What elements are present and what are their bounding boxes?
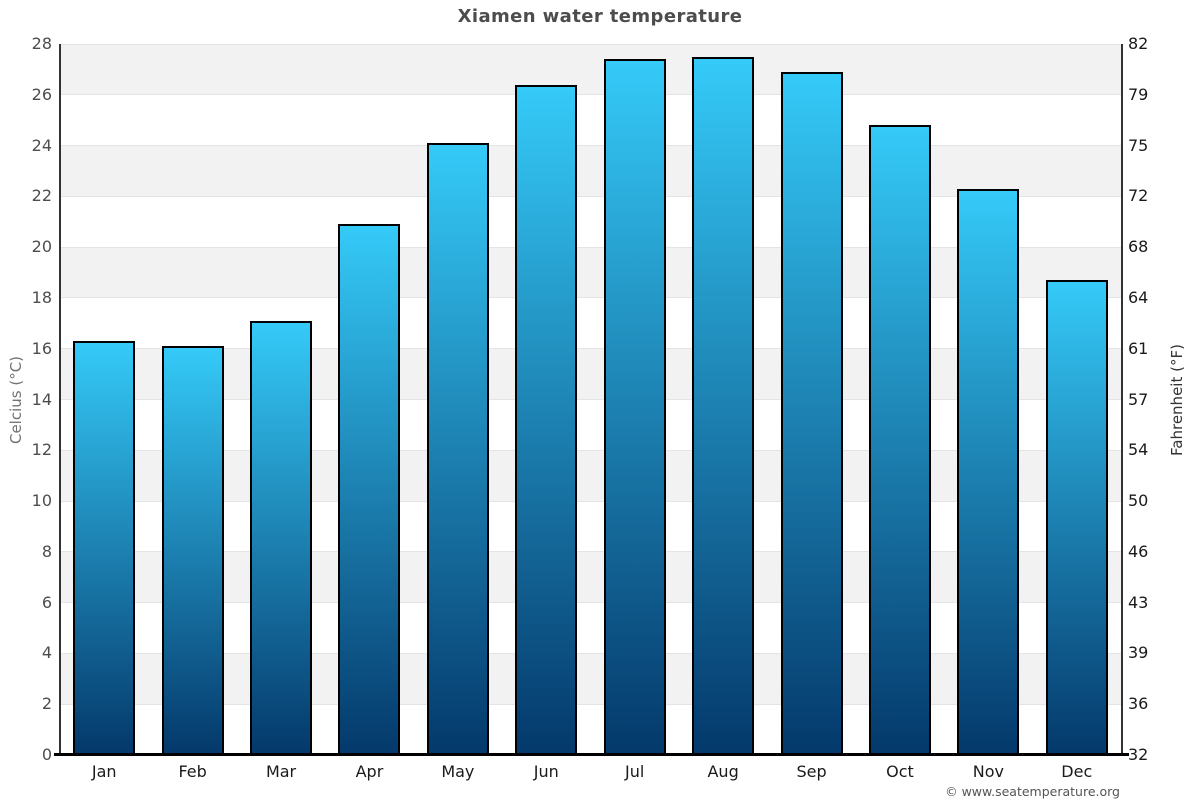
plot-band: [60, 551, 1121, 603]
y-tick-label-celsius: 24: [31, 135, 52, 155]
y-tick-label-fahrenheit: 50: [1128, 491, 1149, 511]
plot-band: [60, 247, 1121, 298]
bar-aug: [692, 56, 755, 755]
bar-apr: [338, 224, 401, 755]
plot-band: [60, 145, 1121, 197]
y-axis-line-left: [59, 44, 61, 755]
x-tick-label: Mar: [265, 762, 297, 781]
y-tick-label-fahrenheit: 82: [1128, 34, 1149, 53]
plot-band: [60, 653, 1121, 705]
gridline: [60, 246, 1121, 248]
gridline: [60, 500, 1121, 502]
x-tick-label: Aug: [707, 762, 739, 781]
gridline: [60, 297, 1121, 299]
plot-band: [60, 602, 1121, 654]
bar-jul: [603, 59, 666, 755]
y-tick-label-fahrenheit: 72: [1128, 186, 1149, 206]
gridline: [60, 145, 1121, 147]
x-axis-line: [54, 753, 1129, 756]
y-tick-label-fahrenheit: 32: [1128, 745, 1149, 764]
plot-band: [60, 704, 1121, 755]
y-tick-label-celsius: 12: [31, 440, 52, 460]
plot-band: [60, 297, 1121, 349]
x-tick-label: Apr: [355, 762, 384, 781]
bar-oct: [868, 125, 931, 755]
x-tick-label: Nov: [972, 762, 1004, 781]
chart-title: Xiamen water temperature: [457, 6, 743, 27]
gridline: [60, 551, 1121, 553]
bar-sep: [780, 71, 843, 755]
plot-band: [60, 348, 1121, 400]
y-tick-label-fahrenheit: 68: [1128, 237, 1149, 257]
bar-jun: [515, 84, 578, 755]
y-tick-label-celsius: 0: [41, 745, 52, 764]
bar-dec: [1045, 280, 1108, 755]
copyright: © www.seatemperature.org: [945, 784, 1120, 799]
plot-band: [60, 399, 1121, 451]
x-tick-label: May: [441, 762, 475, 781]
x-tick-label: Jan: [91, 762, 117, 781]
y-tick-label-fahrenheit: 61: [1128, 338, 1149, 358]
gridline: [60, 602, 1121, 604]
gridline: [60, 399, 1121, 400]
y-axis-line-right: [1121, 44, 1123, 755]
bar-jan: [73, 341, 136, 755]
gridline: [60, 449, 1121, 451]
y-tick-label-celsius: 4: [41, 643, 52, 663]
y-tick-label-fahrenheit: 36: [1128, 694, 1149, 714]
y-tick-label-fahrenheit: 64: [1128, 287, 1149, 307]
plot-band: [60, 44, 1121, 95]
x-tick-label: Jul: [625, 762, 645, 781]
y-tick-label-celsius: 26: [31, 84, 52, 104]
y-tick-label-celsius: 14: [31, 389, 52, 409]
bar-nov: [957, 188, 1020, 755]
gridline: [60, 43, 1121, 45]
x-tick-label: Jun: [533, 762, 559, 781]
y-tick-label-celsius: 18: [31, 287, 52, 307]
x-tick-label: Dec: [1061, 762, 1093, 781]
y-tick-label-fahrenheit: 46: [1128, 541, 1149, 561]
x-tick-label: Sep: [796, 762, 827, 781]
bar-mar: [250, 320, 313, 755]
gridline: [60, 652, 1121, 654]
plot-band: [60, 501, 1121, 552]
plot-band: [60, 94, 1121, 146]
y-tick-label-celsius: 16: [31, 338, 52, 358]
y-tick-label-fahrenheit: 57: [1128, 389, 1149, 409]
plot-band: [60, 196, 1121, 248]
y-tick-label-fahrenheit: 39: [1128, 643, 1149, 663]
y-tick-label-celsius: 10: [31, 491, 52, 511]
y-tick-label-celsius: 28: [31, 34, 52, 53]
gridline: [60, 703, 1121, 705]
y-tick-label-celsius: 20: [31, 237, 52, 257]
x-tick-label: Oct: [886, 762, 914, 781]
bar-may: [426, 143, 489, 755]
y-tick-label-celsius: 8: [41, 541, 52, 561]
x-tick-label: Feb: [178, 762, 207, 781]
y-tick-label-celsius: 22: [31, 186, 52, 206]
y-tick-label-fahrenheit: 54: [1128, 440, 1149, 460]
bar-feb: [161, 346, 224, 755]
gridline: [60, 94, 1121, 96]
gridline: [60, 348, 1121, 350]
y-tick-label-celsius: 2: [41, 694, 52, 714]
y-tick-label-celsius: 6: [41, 592, 52, 612]
plot-band: [60, 450, 1121, 502]
y-tick-label-fahrenheit: 43: [1128, 592, 1149, 612]
gridline: [60, 195, 1121, 197]
y-tick-label-fahrenheit: 79: [1128, 84, 1149, 104]
y-tick-label-fahrenheit: 75: [1128, 135, 1149, 155]
